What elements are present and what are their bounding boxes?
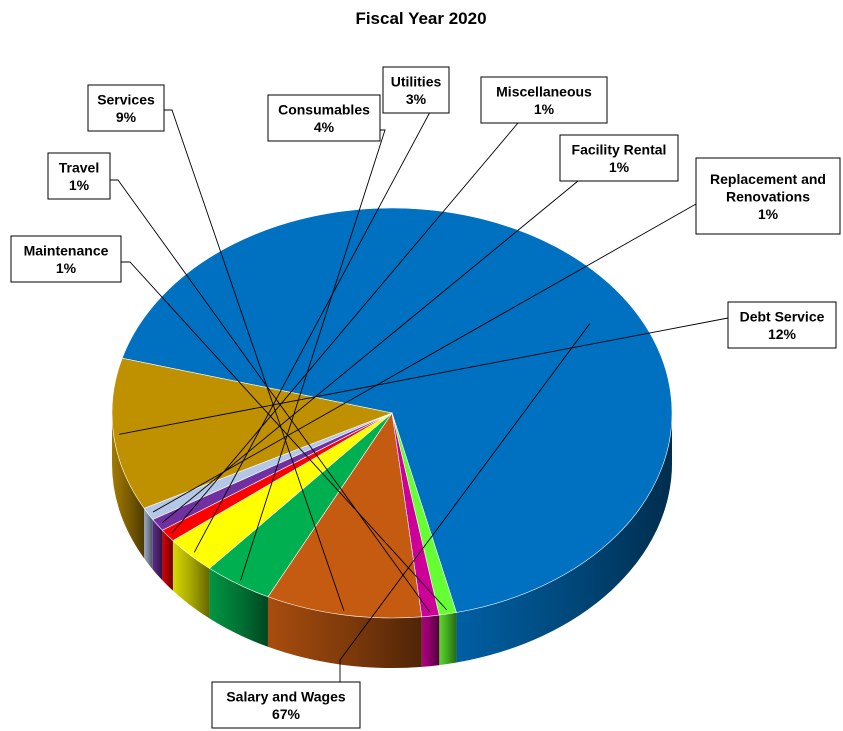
pie-depth-group bbox=[112, 413, 672, 669]
pie-side-shade-3-0 bbox=[267, 596, 422, 669]
data-label-category: Utilities bbox=[391, 74, 442, 90]
pie-slice-salary-and-wages bbox=[121, 207, 673, 613]
data-label-value: 4% bbox=[314, 119, 335, 135]
pie-side-shade-7-0 bbox=[152, 519, 163, 581]
callout-box bbox=[727, 301, 837, 349]
leader-line bbox=[119, 317, 729, 435]
data-label-value: 3% bbox=[406, 91, 427, 107]
pie-side-shade-1-0 bbox=[439, 612, 457, 666]
data-label-category: Debt Service bbox=[740, 309, 825, 325]
data-label-value: 1% bbox=[758, 206, 779, 222]
data-label-value: 12% bbox=[768, 326, 797, 342]
leader-line bbox=[152, 203, 697, 513]
callout-box bbox=[382, 66, 450, 114]
callout-box bbox=[10, 235, 122, 283]
data-label-category: Miscellaneous bbox=[496, 84, 592, 100]
data-label-category: Travel bbox=[59, 160, 99, 176]
pie-side-shade-5-0 bbox=[172, 540, 210, 619]
data-label-category: Renovations bbox=[726, 188, 810, 204]
pie-side-shade-9-0 bbox=[112, 413, 145, 559]
data-label-value: 1% bbox=[69, 177, 90, 193]
data-label-value: 1% bbox=[56, 260, 77, 276]
callout-labels-group: Salary and Wages67%Maintenance1%Travel1%… bbox=[10, 66, 841, 729]
pie-side-shade-2-0 bbox=[421, 615, 440, 667]
data-label-category: Consumables bbox=[278, 102, 370, 118]
data-label-category: Facility Rental bbox=[572, 142, 667, 158]
leader-lines-group bbox=[110, 109, 729, 682]
pie-slice-debt-service bbox=[111, 357, 394, 509]
callout-box bbox=[559, 134, 679, 182]
data-label-category: Salary and Wages bbox=[226, 689, 346, 705]
pie-side-shade-4-0 bbox=[209, 568, 268, 647]
data-label-value: 9% bbox=[116, 109, 137, 125]
pie-side-shade-6-0 bbox=[162, 530, 173, 591]
pie-top-group bbox=[111, 207, 673, 619]
data-label-category: Services bbox=[97, 92, 155, 108]
data-label-value: 1% bbox=[534, 101, 555, 117]
callout-box bbox=[267, 94, 381, 142]
pie-side-shade-0-0 bbox=[456, 413, 672, 663]
data-label-value: 1% bbox=[609, 159, 630, 175]
pie-slice-services bbox=[267, 412, 423, 619]
data-label-category: Maintenance bbox=[24, 243, 109, 259]
pie-side-shade-8-0 bbox=[144, 508, 153, 570]
callout-box bbox=[695, 157, 841, 235]
callout-box bbox=[480, 76, 608, 124]
data-label-category: Replacement and bbox=[710, 171, 826, 187]
leader-line bbox=[240, 129, 386, 581]
leader-line bbox=[171, 122, 519, 534]
chart-title: Fiscal Year 2020 bbox=[355, 9, 486, 28]
leader-line bbox=[121, 261, 448, 611]
callout-box bbox=[87, 84, 165, 132]
leader-line bbox=[164, 109, 345, 611]
callout-box bbox=[47, 152, 111, 200]
callout-box bbox=[211, 681, 361, 729]
data-label-value: 67% bbox=[272, 706, 301, 722]
leader-line bbox=[161, 180, 579, 524]
leader-line bbox=[193, 111, 431, 553]
leader-line bbox=[110, 179, 431, 613]
leader-line bbox=[339, 323, 591, 682]
